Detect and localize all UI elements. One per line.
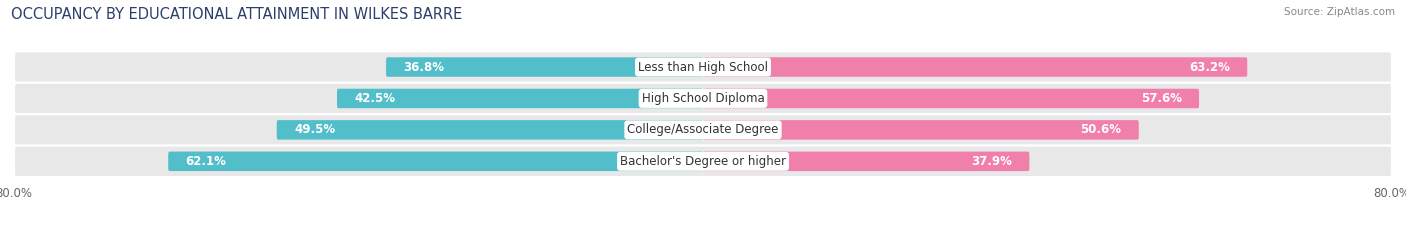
Text: 42.5%: 42.5% [354,92,395,105]
FancyBboxPatch shape [14,146,1392,177]
FancyBboxPatch shape [277,120,703,140]
FancyBboxPatch shape [337,89,703,108]
FancyBboxPatch shape [14,114,1392,146]
Text: Bachelor's Degree or higher: Bachelor's Degree or higher [620,155,786,168]
Text: 62.1%: 62.1% [186,155,226,168]
Text: High School Diploma: High School Diploma [641,92,765,105]
Text: 57.6%: 57.6% [1140,92,1182,105]
FancyBboxPatch shape [14,83,1392,114]
FancyBboxPatch shape [703,120,1139,140]
Text: OCCUPANCY BY EDUCATIONAL ATTAINMENT IN WILKES BARRE: OCCUPANCY BY EDUCATIONAL ATTAINMENT IN W… [11,7,463,22]
Text: 50.6%: 50.6% [1081,123,1122,136]
Text: 36.8%: 36.8% [404,61,444,74]
FancyBboxPatch shape [703,152,1029,171]
FancyBboxPatch shape [703,57,1247,77]
Text: 49.5%: 49.5% [294,123,335,136]
Text: Source: ZipAtlas.com: Source: ZipAtlas.com [1284,7,1395,17]
FancyBboxPatch shape [703,89,1199,108]
FancyBboxPatch shape [387,57,703,77]
Text: 63.2%: 63.2% [1189,61,1230,74]
Text: 37.9%: 37.9% [972,155,1012,168]
Text: Less than High School: Less than High School [638,61,768,74]
Text: College/Associate Degree: College/Associate Degree [627,123,779,136]
FancyBboxPatch shape [169,152,703,171]
FancyBboxPatch shape [14,51,1392,83]
